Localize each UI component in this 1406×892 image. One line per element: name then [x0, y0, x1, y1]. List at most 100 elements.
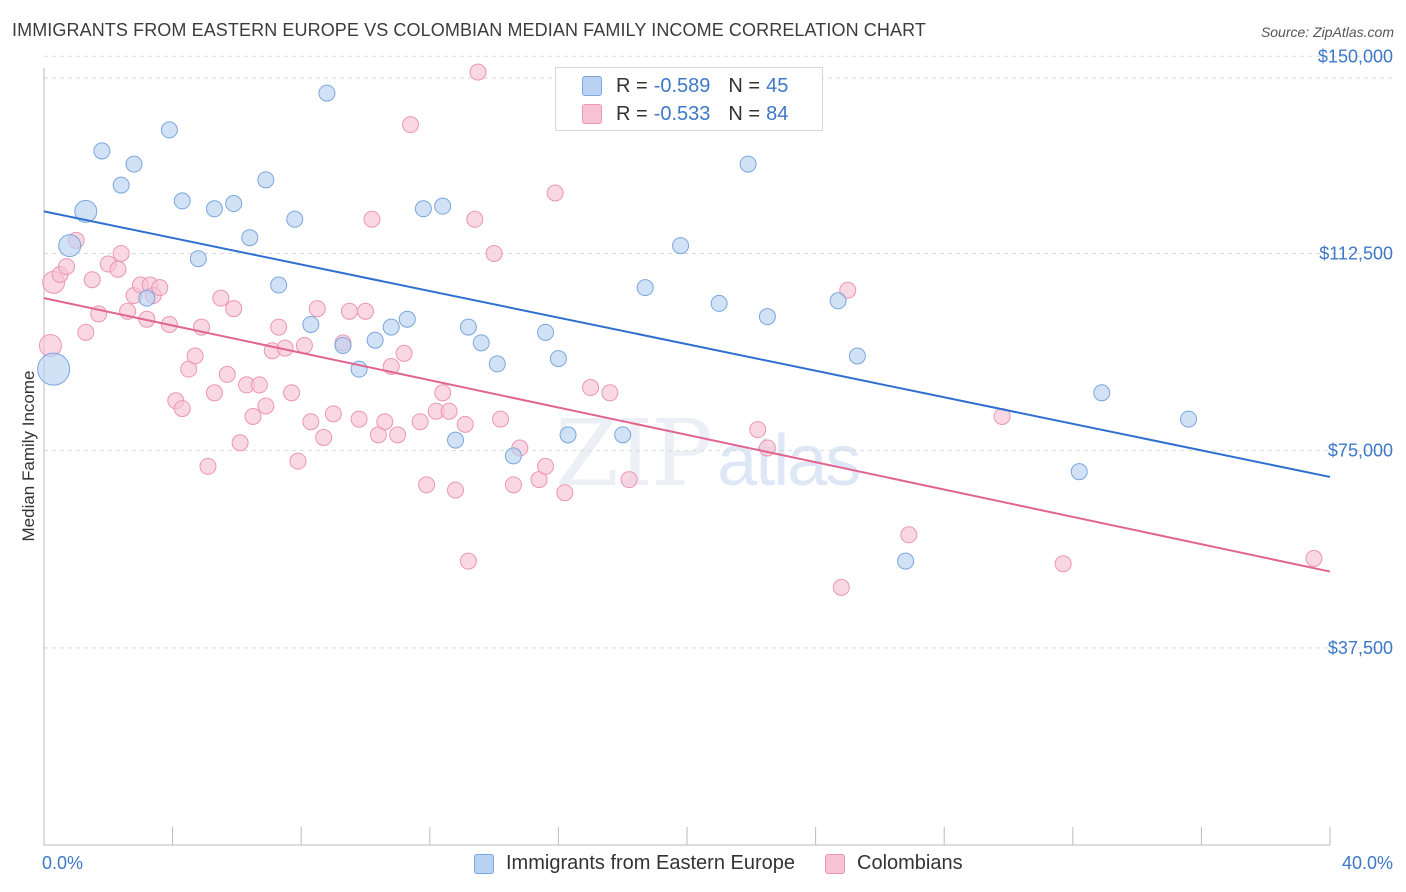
eastern-europe-point: [636, 279, 654, 297]
legend-n-value: 45: [766, 74, 789, 97]
colombians-point: [402, 116, 420, 134]
colombians-point: [186, 347, 204, 365]
legend-swatch-blue: [582, 76, 602, 96]
colombians-point: [302, 413, 320, 431]
colombians-point: [58, 258, 76, 276]
colombians-point: [151, 279, 169, 297]
eastern-europe-point: [366, 331, 384, 349]
colombians-point: [199, 457, 217, 475]
colombians-point: [900, 526, 918, 544]
eastern-europe-point: [205, 200, 223, 218]
colombians-point: [456, 415, 474, 433]
legend-n-value: 84: [766, 102, 789, 125]
colombians-point: [459, 552, 477, 570]
eastern-europe-point: [112, 176, 130, 194]
colombians-point: [173, 400, 191, 418]
colombians-point: [315, 429, 333, 446]
colombians-point: [283, 384, 301, 402]
colombians-point: [546, 184, 564, 202]
colombians-point: [350, 410, 368, 428]
colombians-point: [504, 476, 522, 494]
trend-lines: [43, 210, 1331, 573]
y-tick-label: $37,500: [1328, 638, 1393, 658]
colombians-point: [363, 210, 381, 228]
eastern-europe-point: [537, 323, 555, 341]
colombians-point: [308, 300, 326, 318]
colombians-point: [1305, 549, 1323, 567]
tick-labels: $37,500 $75,000 $112,500 $150,000 0.0% 40.0%: [42, 46, 1393, 873]
colombians-point: [389, 426, 407, 444]
colombians-point: [205, 384, 223, 402]
colombians-point: [357, 302, 374, 320]
eastern-europe-point: [559, 426, 577, 444]
colombians-point: [1054, 555, 1072, 573]
legend-r-label: R =: [616, 102, 648, 125]
eastern-europe-point: [488, 355, 506, 373]
legend-item-eastern-europe[interactable]: Immigrants from Eastern Europe: [474, 852, 795, 875]
eastern-europe-point: [758, 308, 776, 326]
colombians-point: [376, 413, 394, 431]
eastern-europe-point: [739, 155, 757, 173]
y-tick-label: $150,000: [1318, 46, 1393, 66]
colombians-point: [324, 405, 342, 423]
legend-n-label: N =: [728, 102, 761, 125]
series-colombians-points: [38, 63, 1323, 596]
legend-r-value: -0.589: [653, 74, 711, 97]
eastern-europe-point: [897, 552, 915, 570]
colombians-point: [582, 379, 600, 397]
series-legend: Immigrants from Eastern Europe Colombian…: [0, 852, 1406, 878]
colombians-point: [395, 344, 413, 362]
y-tick-label: $75,000: [1328, 441, 1393, 461]
colombians-point: [601, 384, 619, 402]
colombians-point: [466, 210, 484, 228]
colombians-point: [250, 376, 268, 394]
colombians-point: [537, 457, 555, 475]
eastern-europe-point: [270, 276, 288, 294]
colombians-point: [418, 476, 436, 494]
legend-swatch-blue: [474, 853, 494, 874]
legend-r-value: -0.533: [653, 102, 711, 125]
x-tick-label: 40.0%: [1342, 853, 1393, 873]
legend-item-colombians[interactable]: Colombians: [825, 852, 963, 875]
eastern-europe-point: [241, 229, 259, 247]
gridlines: [44, 55, 1394, 649]
colombians-point: [411, 413, 429, 431]
eastern-europe-trend-line: [43, 210, 1331, 478]
eastern-europe-point: [710, 294, 728, 312]
colombians-point: [270, 318, 288, 336]
colombians-point: [839, 281, 857, 299]
colombians-point: [77, 323, 95, 341]
watermark-zip: ZIP: [555, 400, 713, 507]
colombians-point: [434, 384, 452, 402]
legend-row-eastern-europe: R = -0.589 N = 45: [582, 73, 788, 99]
colombians-point: [620, 471, 638, 489]
eastern-europe-point: [459, 318, 477, 336]
watermark: ZIPatlas: [555, 400, 861, 507]
colombians-point: [749, 421, 767, 439]
colombians-point: [212, 289, 230, 307]
y-axis-label: Median Family Income: [19, 370, 38, 541]
eastern-europe-point: [848, 347, 866, 365]
eastern-europe-point: [334, 336, 352, 354]
eastern-europe-point: [398, 310, 416, 328]
colombians-point: [225, 300, 243, 318]
colombians-point: [485, 244, 503, 262]
eastern-europe-point: [37, 352, 71, 386]
watermark-atlas: atlas: [717, 421, 861, 501]
legend-item-label: Immigrants from Eastern Europe: [506, 852, 795, 874]
eastern-europe-point: [58, 234, 82, 258]
eastern-europe-point: [614, 426, 632, 444]
colombians-point: [244, 407, 262, 425]
eastern-europe-point: [93, 142, 111, 160]
y-tick-label: $112,500: [1319, 243, 1393, 263]
legend-item-label: Colombians: [857, 852, 963, 874]
colombians-point: [83, 271, 101, 289]
eastern-europe-point: [1070, 463, 1088, 481]
eastern-europe-point: [549, 350, 567, 368]
legend-swatch-pink: [582, 104, 602, 124]
colombians-point: [492, 410, 510, 428]
eastern-europe-point: [829, 292, 847, 310]
colombians-point: [257, 397, 275, 415]
eastern-europe-point: [382, 318, 400, 336]
